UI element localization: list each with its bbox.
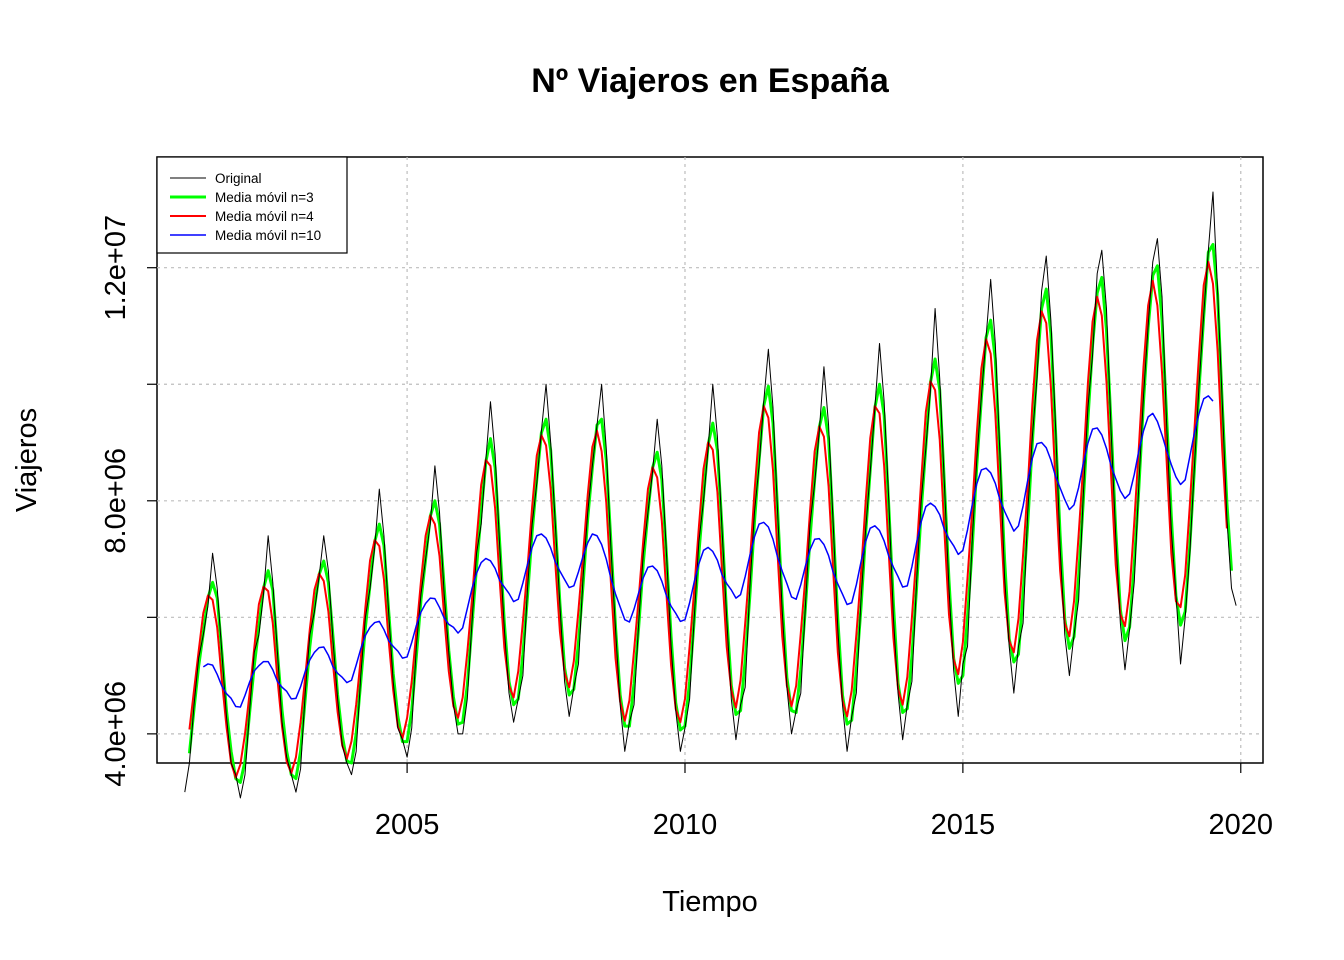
legend: Original Media móvil n=3 Media móvil n=4 Me… — [156, 156, 348, 254]
series-lines — [184, 191, 1237, 799]
y-tick-label: 4.0e+06 — [100, 681, 132, 787]
legend-box — [156, 156, 348, 254]
legend-label: Media móvil n=10 — [215, 228, 321, 243]
x-tick-label: 2010 — [653, 809, 718, 841]
y-tick-label: 1.2e+07 — [100, 215, 132, 321]
x-axis-title: Tiempo — [662, 886, 758, 918]
x-tick-label: 2020 — [1209, 809, 1274, 841]
series-line-media-m-vil-n-3 — [187, 242, 1234, 784]
x-tick-label: 2005 — [375, 809, 440, 841]
legend-label: Original — [215, 171, 262, 186]
legend-label: Media móvil n=4 — [215, 209, 314, 224]
chart-title: Nº Viajeros en España — [531, 62, 890, 100]
axes: 2005 2010 2015 2020 4.0e+06 8.0e+06 1.2e+07 — [100, 215, 1273, 841]
plot-frame — [156, 156, 1264, 764]
y-tick-label: 8.0e+06 — [100, 448, 132, 554]
y-axis-title: Viajeros — [11, 408, 43, 512]
legend-label: Media móvil n=3 — [215, 190, 314, 205]
series-line-media-m-vil-n-4 — [188, 260, 1228, 779]
series-line-media-m-vil-n-10 — [202, 395, 1214, 708]
series-line-original — [184, 191, 1237, 799]
x-tick-label: 2015 — [931, 809, 996, 841]
